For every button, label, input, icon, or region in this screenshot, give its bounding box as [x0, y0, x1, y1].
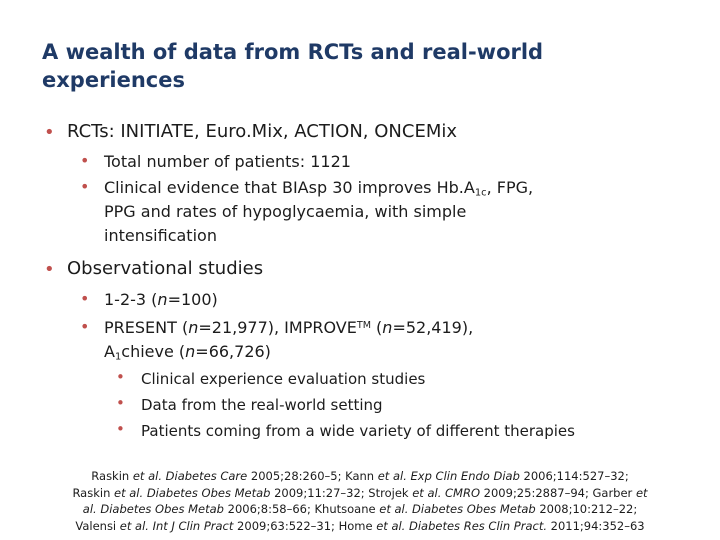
- bullet-icon: •: [80, 317, 90, 336]
- reference-italic-text: Diabetes Obes Metab: [412, 502, 536, 516]
- subitem-variety-therapies: Patients coming from a wide variety of d…: [141, 422, 575, 440]
- a1chieve-text: chieve (: [121, 342, 186, 361]
- reference-italic-text: et al.: [412, 485, 442, 500]
- reference-text: 2005;28:260–5; Kann: [247, 469, 378, 483]
- list-item-clinical-evidence: Clinical evidence that BIAsp 30 improves…: [104, 176, 684, 248]
- reference-italic-text: et al.: [114, 485, 144, 500]
- reference-italic-text: et al.: [376, 518, 406, 533]
- improve-value: =52,419),: [392, 318, 474, 337]
- reference-text: 2006;114:527–32;: [519, 469, 629, 483]
- references: Raskin et al. Diabetes Care 2005;28:260–…: [10, 468, 710, 534]
- reference-italic-text: Int J Clin Pract: [152, 518, 234, 533]
- trademark-superscript: TM: [356, 320, 371, 332]
- reference-italic-text: Exp Clin Endo Diab: [410, 469, 520, 483]
- improve-open: (: [370, 318, 383, 337]
- bullet-icon: •: [44, 122, 55, 143]
- list-item-present-improve: PRESENT (n=21,977), IMPROVETM (n=52,419)…: [104, 316, 684, 364]
- study-123-value: =100): [167, 290, 218, 309]
- list-item-123-study: 1-2-3 (n=100): [104, 288, 218, 312]
- bullet-icon: •: [116, 368, 125, 386]
- slide-title: A wealth of data from RCTs and real-worl…: [42, 40, 544, 92]
- reference-italic-text: et al.: [119, 518, 149, 533]
- subitem-real-world: Data from the real-world setting: [141, 396, 383, 414]
- reference-text: Valensi: [75, 518, 120, 533]
- reference-line: Raskin et al. Diabetes Obes Metab 2009;1…: [10, 485, 710, 502]
- clinical-evidence-line2: PPG and rates of hypoglycaemia, with sim…: [104, 202, 467, 221]
- reference-text: 2009;63:522–31; Home: [233, 518, 377, 533]
- a1chieve-value: =66,726): [195, 342, 271, 361]
- reference-italic-text: al.: [82, 502, 97, 516]
- reference-italic-text: et al.: [377, 469, 407, 483]
- present-value: =21,977), IMPROVE: [198, 318, 357, 337]
- reference-italic-text: Diabetes Obes Metab: [146, 485, 271, 500]
- bullet-icon: •: [80, 177, 90, 196]
- section-heading-rcts: RCTs: INITIATE, Euro.Mix, ACTION, ONCEMi…: [67, 121, 458, 142]
- present-text: PRESENT (: [104, 318, 189, 337]
- clinical-evidence-text-tail: , FPG,: [486, 178, 534, 197]
- n-label: n: [157, 290, 168, 309]
- reference-italic-text: et al.: [379, 502, 409, 516]
- n-label: n: [188, 318, 199, 337]
- reference-text: 2009;25:2887–94; Garber: [480, 485, 636, 500]
- section-heading-observational: Observational studies: [67, 258, 264, 279]
- bullet-icon: •: [80, 151, 90, 170]
- reference-line: Valensi et al. Int J Clin Pract 2009;63:…: [10, 518, 710, 535]
- reference-italic-text: CMRO: [445, 485, 481, 500]
- reference-italic-text: et al.: [132, 469, 162, 483]
- reference-text: Raskin: [72, 485, 115, 500]
- a1chieve-subscript: 1: [114, 351, 122, 363]
- reference-text: 2011;94:352–63: [546, 518, 645, 533]
- reference-text: 2006;8:58–66; Khutsoane: [223, 502, 380, 516]
- hba1c-subscript: 1c: [474, 187, 487, 199]
- reference-italic-text: Diabetes Obes Metab: [100, 502, 224, 516]
- reference-line: Raskin et al. Diabetes Care 2005;28:260–…: [10, 468, 710, 485]
- reference-text: 2008;10:212–22;: [535, 502, 638, 516]
- clinical-evidence-line3: intensification: [104, 226, 217, 245]
- reference-text: Raskin: [91, 469, 133, 483]
- bullet-icon: •: [44, 259, 55, 280]
- reference-line: al. Diabetes Obes Metab 2006;8:58–66; Kh…: [10, 501, 710, 518]
- reference-text: 2009;11:27–32; Strojek: [270, 485, 413, 500]
- bullet-icon: •: [116, 420, 125, 438]
- reference-italic-text: et: [635, 485, 648, 500]
- clinical-evidence-text: Clinical evidence that BIAsp 30 improves…: [104, 178, 475, 197]
- reference-italic-text: Diabetes Care: [165, 469, 248, 483]
- n-label: n: [185, 342, 196, 361]
- bullet-icon: •: [116, 394, 125, 412]
- a1chieve-a: A: [104, 342, 115, 361]
- reference-italic-text: Diabetes Res Clin Pract.: [409, 518, 547, 533]
- study-123-text: 1-2-3 (: [104, 290, 158, 309]
- list-item-total-patients: Total number of patients: 1121: [104, 152, 351, 171]
- bullet-icon: •: [80, 289, 90, 308]
- subitem-clinical-experience: Clinical experience evaluation studies: [141, 370, 426, 388]
- n-label: n: [382, 318, 393, 337]
